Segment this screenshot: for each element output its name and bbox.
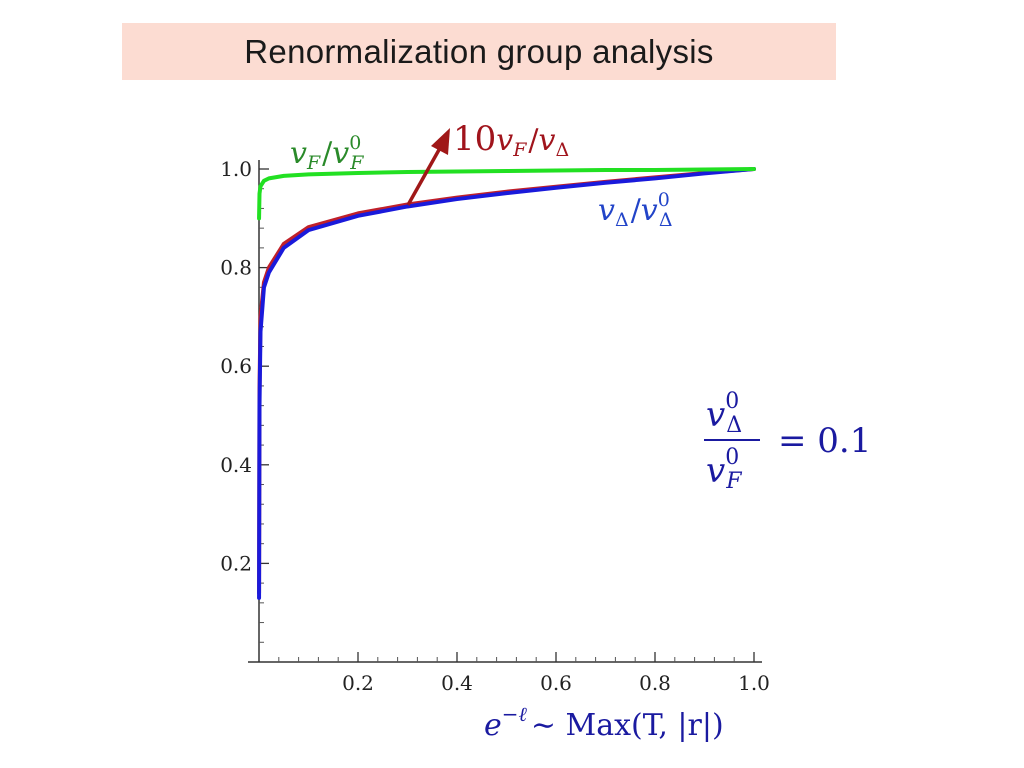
x-tick-label: 0.2	[342, 671, 374, 695]
label-red-sub: F	[512, 139, 527, 161]
label-blue-base2: v	[641, 193, 658, 228]
label-red-prefix: 10	[453, 119, 496, 159]
x-tick-label: 0.6	[540, 671, 572, 695]
annotation-value: = 0.1	[778, 421, 871, 461]
y-tick-label: 0.8	[220, 256, 252, 280]
label-red-sub2: Δ	[555, 139, 569, 161]
annotation-den-sup: 0	[725, 445, 739, 470]
annotation-den-sub: F	[725, 469, 742, 494]
annotation-num-base: v	[706, 395, 725, 435]
annotation-den-base: v	[706, 451, 725, 491]
label-blue-sub2: Δ	[659, 209, 673, 231]
x-axis-label-base: e	[484, 708, 502, 743]
label-green-slash: /	[322, 136, 333, 171]
title-banner: Renormalization group analysis	[122, 23, 836, 80]
series-blue-line	[257, 167, 756, 600]
label-blue-sup2: 0	[658, 189, 670, 211]
x-tick-label: 0.4	[441, 671, 473, 695]
y-tick-label: 0.2	[220, 551, 252, 575]
label-red-base: v	[496, 123, 513, 158]
label-red-base2: v	[539, 123, 556, 158]
x-axis-label: e−ℓ ∼ Max(T, |r|)	[484, 702, 724, 743]
y-tick-label: 1.0	[220, 157, 252, 181]
label-green-sub2: F	[349, 152, 364, 174]
ratio-annotation: v0 Δ v0 F = 0.1	[704, 389, 871, 494]
label-blue-base: v	[598, 193, 615, 228]
arrow-shaft	[406, 147, 442, 206]
label-blue-sub: Δ	[615, 209, 629, 231]
annotation-numerator: v0 Δ	[706, 389, 742, 438]
label-blue-slash: /	[631, 193, 642, 228]
label-10vf-over-vdelta: 10vF/vΔ	[453, 119, 569, 161]
page-title: Renormalization group analysis	[244, 32, 714, 70]
label-green-sup2: 0	[349, 132, 361, 154]
x-axis-label-rest: ∼ Max(T, |r|)	[531, 708, 724, 743]
arrow	[406, 128, 450, 206]
y-tick-label: 0.4	[220, 453, 252, 477]
axes: 0.2 0.4 0.6 0.8 1.0 0.2 0.4 0.6 0.8 1.0	[220, 157, 770, 695]
x-axis-label-exponent: −ℓ	[502, 702, 528, 726]
annotation-num-sub: Δ	[726, 413, 742, 438]
series-red-line	[257, 167, 756, 595]
arrow-head	[431, 128, 450, 155]
annotation-num-sup: 0	[725, 389, 739, 414]
label-vf-over-vf0: vF/v0 F	[290, 132, 364, 174]
label-green-base2: v	[332, 136, 349, 171]
label-green-sub: F	[306, 152, 321, 174]
annotation-denominator: v0 F	[706, 445, 742, 494]
label-red-slash: /	[528, 123, 539, 158]
label-green-base: v	[290, 136, 307, 171]
label-vdelta-over-vdelta0: vΔ/v0 Δ	[598, 189, 673, 231]
x-tick-label: 0.8	[639, 671, 671, 695]
series-vf-line	[257, 167, 756, 221]
y-tick-label: 0.6	[220, 354, 252, 378]
series-layer	[257, 167, 756, 600]
x-tick-label: 1.0	[738, 671, 770, 695]
